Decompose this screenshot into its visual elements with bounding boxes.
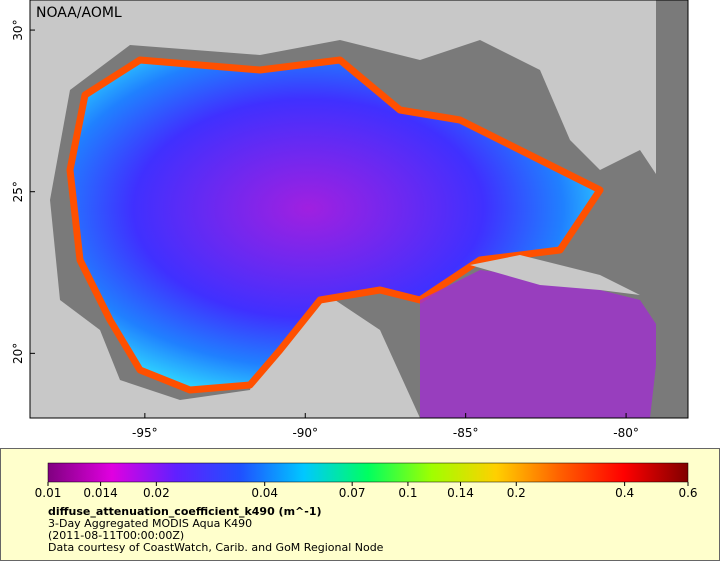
colorbar-tick-label: 0.14 [447, 486, 474, 500]
x-tick-label: -85° [453, 426, 479, 440]
y-tick-label: 25° [11, 181, 25, 202]
colorbar-tick-label: 0.01 [35, 486, 62, 500]
colorbar-tick-label: 0.1 [398, 486, 417, 500]
colorbar-tick-label: 0.02 [143, 486, 170, 500]
ocean-no-data [656, 0, 688, 418]
colorbar-tick-label: 0.6 [678, 486, 697, 500]
colorbar-tick-label: 0.4 [615, 486, 634, 500]
y-tick-label: 20° [11, 343, 25, 364]
caption-line: Data courtesy of CoastWatch, Carib. and … [48, 541, 384, 554]
k490-field [420, 270, 660, 418]
colorbar-tick-label: 0.04 [251, 486, 278, 500]
caption-line: 3-Day Aggregated MODIS Aqua K490 [48, 517, 252, 530]
variable-name: diffuse_attenuation_coefficient_k490 (m^… [48, 505, 322, 518]
colorbar-tick-label: 0.014 [83, 486, 117, 500]
map-frame [29, 0, 689, 419]
caption-line: (2011-08-11T00:00:00Z) [48, 529, 184, 542]
y-tick-label: 30° [11, 19, 25, 40]
colorbar-tick-label: 0.07 [339, 486, 366, 500]
colorbar-tick-label: 0.2 [507, 486, 526, 500]
map-title: NOAA/AOML [36, 5, 122, 21]
land [470, 255, 640, 295]
x-tick-label: -80° [613, 426, 639, 440]
x-tick-label: -95° [132, 426, 158, 440]
x-tick-label: -90° [292, 426, 318, 440]
colorbar [47, 462, 689, 483]
